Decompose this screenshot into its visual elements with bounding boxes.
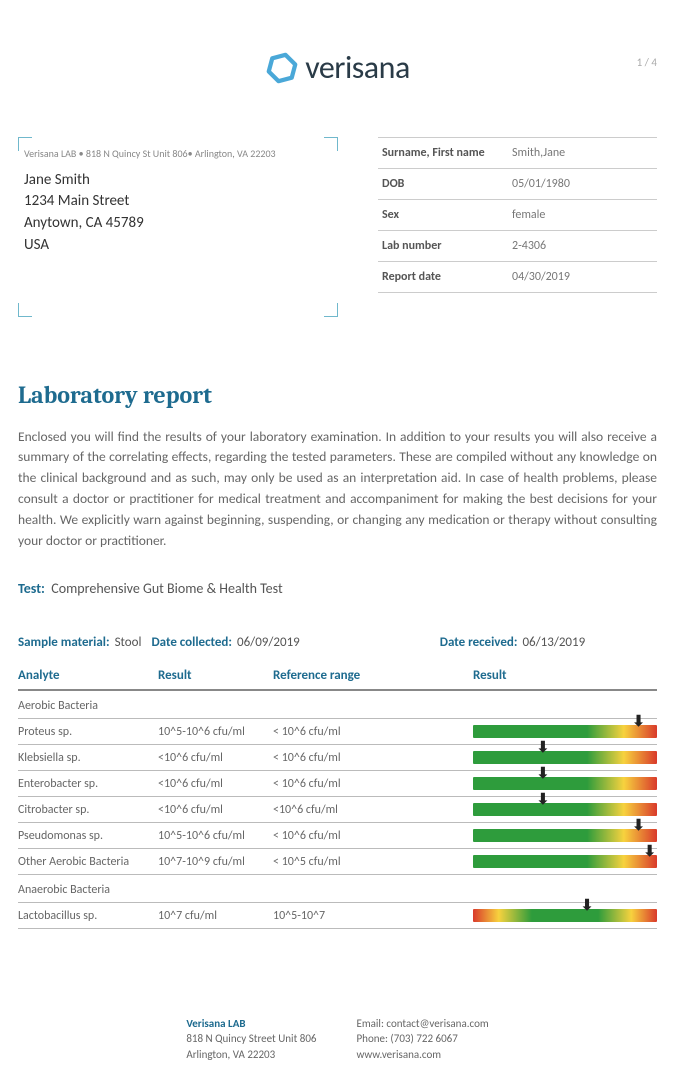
reference-range: < 10^5 cfu/ml <box>273 855 473 869</box>
table-row: Enterobacter sp.<10^6 cfu/ml< 10^6 cfu/m… <box>18 771 657 797</box>
analyte-name: Klebsiella sp. <box>18 751 158 765</box>
section-row: Anaerobic Bacteria <box>18 875 657 903</box>
result-value: 10^5-10^6 cfu/ml <box>158 829 273 843</box>
info-label: Lab number <box>382 239 512 253</box>
info-value: female <box>512 208 545 222</box>
info-value: 2-4306 <box>512 239 546 253</box>
col-reference: Reference range <box>273 668 473 683</box>
info-label: DOB <box>382 177 512 191</box>
date-collected: 06/09/2019 <box>237 635 300 650</box>
result-gradient-bar: ⬇ <box>473 751 657 764</box>
result-value: <10^6 cfu/ml <box>158 803 273 817</box>
result-gradient-bar: ⬇ <box>473 803 657 816</box>
page-number: 1 / 4 <box>637 56 657 69</box>
sample-material: Stool <box>115 635 142 650</box>
sample-material-label: Sample material: <box>18 635 110 650</box>
sample-meta: Sample material: Stool Date collected: 06/… <box>18 635 657 650</box>
info-label: Sex <box>382 208 512 222</box>
col-result: Result <box>158 668 273 683</box>
results-header: Analyte Result Reference range Result <box>18 660 657 691</box>
result-value: 10^5-10^6 cfu/ml <box>158 725 273 739</box>
table-row: Lactobacillus sp.10^7 cfu/ml10^5-10^7⬇ <box>18 903 657 929</box>
logo: verisana <box>0 48 675 89</box>
recipient-name: Jane Smith <box>24 170 332 192</box>
logo-hexagon-icon <box>265 51 299 85</box>
date-received-label: Date received: <box>440 635 518 650</box>
recipient-street: 1234 Main Street <box>24 191 332 213</box>
col-chart: Result <box>473 668 657 683</box>
reference-range: < 10^6 cfu/ml <box>273 777 473 791</box>
marker-arrow-icon: ⬇ <box>537 741 550 756</box>
patient-info-row: Surname, First nameSmith,Jane <box>378 137 657 169</box>
info-value: 05/01/1980 <box>512 177 570 191</box>
date-received: 06/13/2019 <box>522 635 585 650</box>
table-row: Citrobacter sp.<10^6 cfu/ml<10^6 cfu/ml⬇ <box>18 797 657 823</box>
patient-info-row: Lab number2-4306 <box>378 231 657 262</box>
marker-arrow-icon: ⬇ <box>643 845 656 860</box>
info-value: Smith,Jane <box>512 146 565 160</box>
recipient-city: Anytown, CA 45789 <box>24 213 332 235</box>
intro-text: Enclosed you will find the results of yo… <box>18 427 657 553</box>
return-address: Verisana LAB • 818 N Quincy St Unit 806•… <box>24 147 332 160</box>
footer-phone: Phone: (703) 722 6067 <box>356 1031 488 1046</box>
reference-range: < 10^6 cfu/ml <box>273 751 473 765</box>
table-row: Other Aerobic Bacteria10^7-10^9 cfu/ml< … <box>18 849 657 875</box>
result-gradient-bar: ⬇ <box>473 855 657 868</box>
patient-info-row: Sexfemale <box>378 200 657 231</box>
date-collected-label: Date collected: <box>151 635 232 650</box>
info-label: Report date <box>382 270 512 284</box>
patient-info-row: DOB05/01/1980 <box>378 169 657 200</box>
table-row: Pseudomonas sp.10^5-10^6 cfu/ml< 10^6 cf… <box>18 823 657 849</box>
analyte-name: Other Aerobic Bacteria <box>18 855 158 869</box>
analyte-name: Pseudomonas sp. <box>18 829 158 843</box>
footer-web: www.verisana.com <box>356 1047 488 1062</box>
recipient-country: USA <box>24 235 332 257</box>
result-value: 10^7 cfu/ml <box>158 909 273 923</box>
recipient-address-block: Verisana LAB • 818 N Quincy St Unit 806•… <box>18 137 338 317</box>
marker-arrow-icon: ⬇ <box>537 793 550 808</box>
result-value: <10^6 cfu/ml <box>158 777 273 791</box>
result-gradient-bar: ⬇ <box>473 777 657 790</box>
marker-arrow-icon: ⬇ <box>581 899 594 914</box>
test-label: Test: <box>18 580 45 597</box>
table-row: Proteus sp.10^5-10^6 cfu/ml< 10^6 cfu/ml… <box>18 719 657 745</box>
info-label: Surname, First name <box>382 146 512 160</box>
marker-arrow-icon: ⬇ <box>632 819 645 834</box>
patient-info-row: Report date04/30/2019 <box>378 262 657 293</box>
result-value: 10^7-10^9 cfu/ml <box>158 855 273 869</box>
footer-addr1: 818 N Quincy Street Unit 806 <box>186 1031 316 1046</box>
report-title: Laboratory report <box>18 381 657 409</box>
analyte-name: Lactobacillus sp. <box>18 909 158 923</box>
test-name: Comprehensive Gut Biome & Health Test <box>51 580 282 597</box>
reference-range: 10^5-10^7 <box>273 909 473 923</box>
analyte-name: Citrobacter sp. <box>18 803 158 817</box>
reference-range: < 10^6 cfu/ml <box>273 829 473 843</box>
patient-info-table: Surname, First nameSmith,JaneDOB05/01/19… <box>378 137 657 293</box>
analyte-name: Proteus sp. <box>18 725 158 739</box>
footer: Verisana LAB 818 N Quincy Street Unit 80… <box>0 1016 675 1062</box>
section-row: Aerobic Bacteria <box>18 691 657 719</box>
test-line: Test: Comprehensive Gut Biome & Health T… <box>18 580 657 597</box>
results-body: Aerobic BacteriaProteus sp.10^5-10^6 cfu… <box>18 691 657 929</box>
logo-text: verisana <box>305 48 410 87</box>
reference-range: < 10^6 cfu/ml <box>273 725 473 739</box>
marker-arrow-icon: ⬇ <box>537 767 550 782</box>
analyte-name: Enterobacter sp. <box>18 777 158 791</box>
reference-range: <10^6 cfu/ml <box>273 803 473 817</box>
marker-arrow-icon: ⬇ <box>632 715 645 730</box>
info-value: 04/30/2019 <box>512 270 570 284</box>
table-row: Klebsiella sp.<10^6 cfu/ml< 10^6 cfu/ml⬇ <box>18 745 657 771</box>
result-gradient-bar: ⬇ <box>473 909 657 922</box>
result-gradient-bar: ⬇ <box>473 829 657 842</box>
result-gradient-bar: ⬇ <box>473 725 657 738</box>
col-analyte: Analyte <box>18 668 158 683</box>
footer-addr2: Arlington, VA 22203 <box>186 1047 316 1062</box>
result-value: <10^6 cfu/ml <box>158 751 273 765</box>
